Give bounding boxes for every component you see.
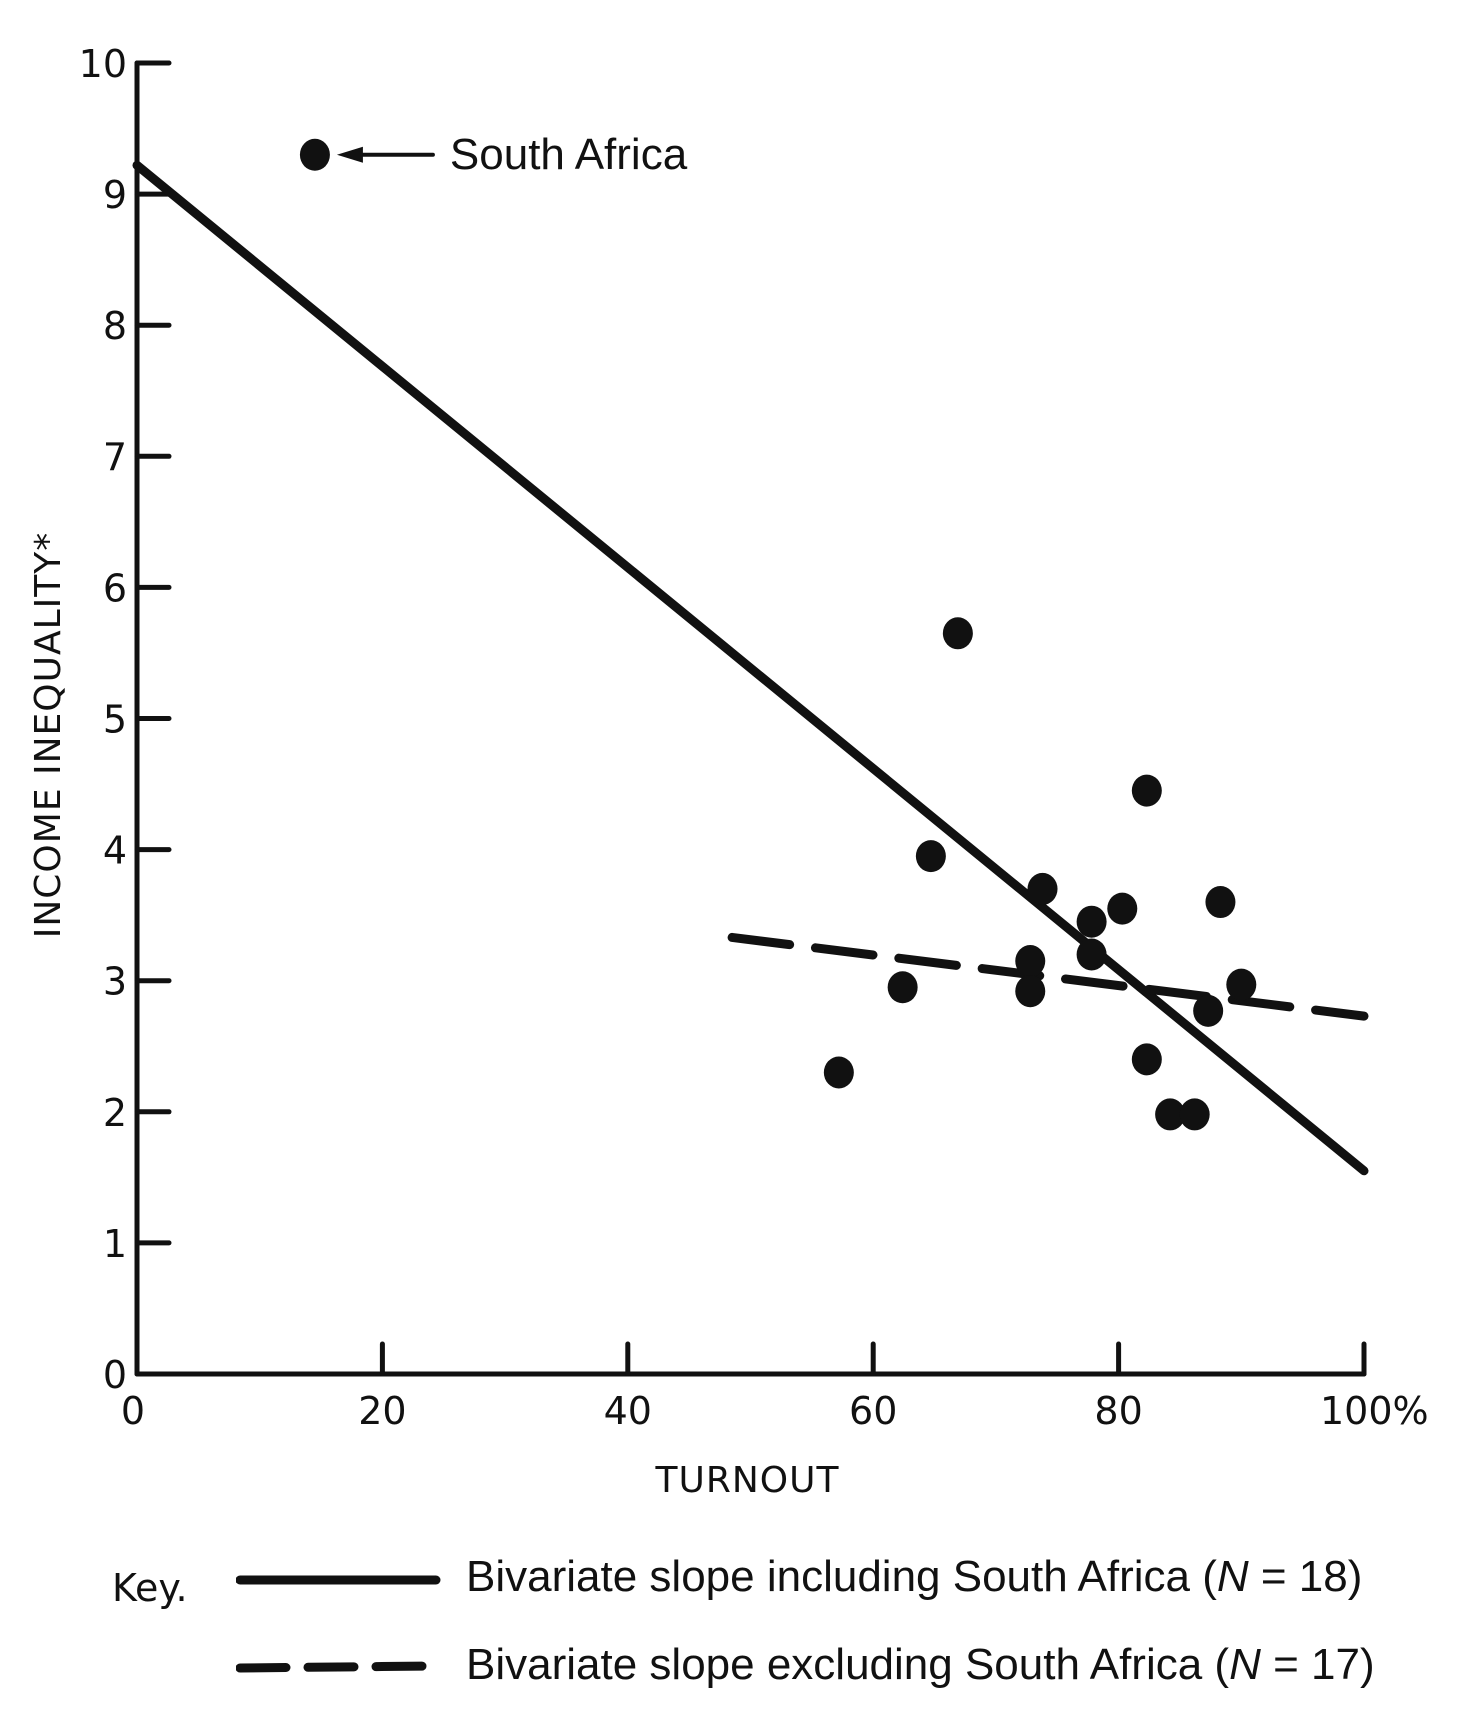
x-tick-label: 100% (1320, 1389, 1429, 1433)
fit-line-including-south-africa (132, 160, 1369, 1176)
annotations: South Africa (336, 130, 688, 179)
x-tick-label: 80 (1094, 1389, 1142, 1433)
axes (134, 60, 1367, 1377)
x-tick-label: 20 (358, 1389, 406, 1433)
x-ticks: 0 20 40 60 80 100% (121, 1341, 1429, 1433)
data-point (1193, 994, 1224, 1027)
legend-solid-line-icon (236, 1575, 441, 1585)
data-point (1226, 968, 1257, 1001)
y-axis-title: INCOME INEQUALITY* (28, 532, 69, 939)
data-point (823, 1056, 854, 1089)
data-point (1131, 774, 1162, 807)
y-tick-label: 2 (103, 1091, 127, 1135)
data-point (887, 971, 918, 1004)
legend-n-symbol: N (1216, 1552, 1249, 1601)
legend-text-excluding: Bivariate slope excluding South Africa (… (466, 1640, 1375, 1690)
fit-lines (132, 160, 1369, 1176)
y-ticks: 0 1 2 3 4 5 6 7 8 9 10 (79, 42, 172, 1397)
data-point (1179, 1098, 1210, 1131)
y-tick-label: 5 (103, 698, 127, 742)
legend-n-value: = 18) (1248, 1552, 1363, 1601)
y-tick-label: 3 (103, 960, 127, 1004)
data-points (299, 138, 1257, 1131)
legend-text-including-main: Bivariate slope including South Africa ( (466, 1552, 1217, 1601)
fit-line-excluding-south-africa (727, 932, 1369, 1021)
data-point (1205, 886, 1236, 919)
data-point (915, 840, 946, 873)
y-tick-label: 4 (103, 829, 127, 873)
legend-text-including: Bivariate slope including South Africa (… (466, 1552, 1362, 1602)
x-tick-label: 40 (604, 1389, 652, 1433)
y-tick-label: 10 (79, 42, 127, 86)
y-tick-label: 0 (103, 1353, 127, 1397)
y-tick-label: 9 (103, 173, 127, 217)
data-point (1015, 945, 1046, 978)
y-tick-label: 6 (103, 566, 127, 610)
y-tick-label: 1 (103, 1222, 127, 1266)
x-tick-label: 60 (849, 1389, 897, 1433)
legend-key-label: Key. (112, 1566, 188, 1610)
legend-n-symbol: N (1229, 1640, 1261, 1689)
x-axis-title: TURNOUT (655, 1460, 840, 1501)
annotation-arrowhead-icon (336, 146, 363, 163)
x-tick-label: 0 (121, 1389, 145, 1433)
legend-n-value: = 17) (1260, 1640, 1375, 1689)
data-point (1015, 975, 1046, 1008)
data-point (1076, 938, 1107, 971)
data-point (1155, 1098, 1186, 1131)
data-point (1027, 872, 1058, 905)
data-point (1131, 1043, 1162, 1076)
y-tick-label: 8 (103, 304, 127, 348)
data-point-south-africa (299, 138, 330, 171)
data-point (942, 617, 973, 650)
legend-text-excluding-main: Bivariate slope excluding South Africa ( (466, 1640, 1230, 1689)
legend-dashed-line-icon (236, 1661, 441, 1673)
annotation-label: South Africa (450, 130, 688, 179)
data-point (1107, 892, 1138, 925)
data-point (1076, 905, 1107, 938)
y-tick-label: 7 (103, 435, 127, 479)
